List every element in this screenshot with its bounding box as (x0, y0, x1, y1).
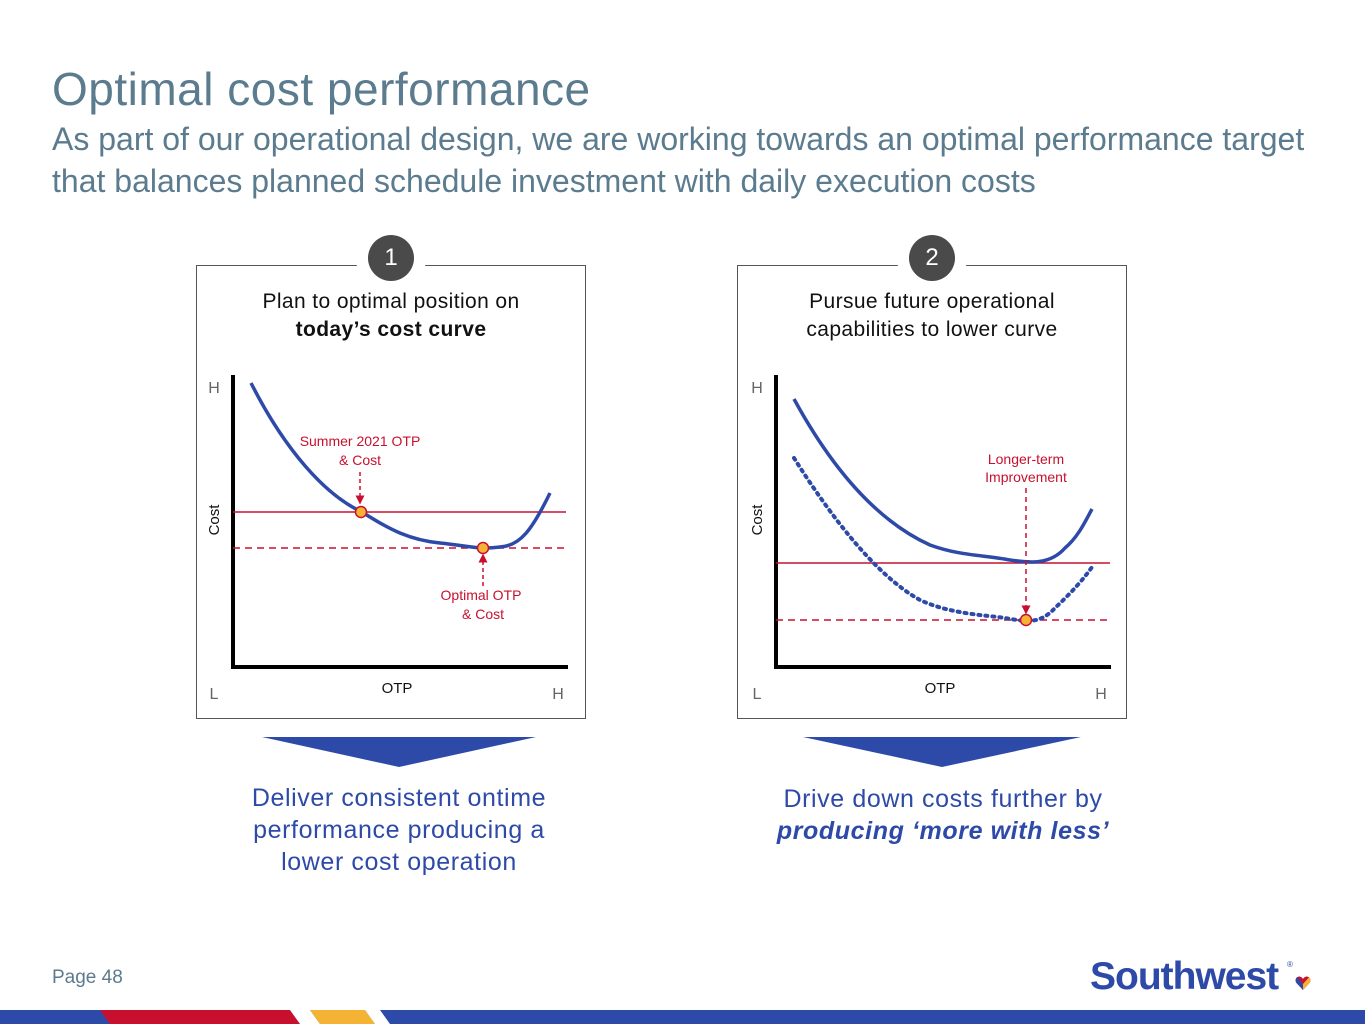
panel-2: Pursue future operational capabilities t… (737, 265, 1127, 719)
panel-2-caption: Drive down costs further by producing ‘m… (741, 783, 1145, 847)
panel-2-title: Pursue future operational capabilities t… (738, 288, 1126, 344)
panel-1-title-line1: Plan to optimal position on (262, 290, 520, 313)
panel-1-down-arrow (262, 737, 536, 767)
heart-logo-icon (1295, 976, 1311, 990)
panel-1-title: Plan to optimal position on today’s cost… (197, 288, 585, 344)
page-title: Optimal cost performance (52, 63, 591, 115)
panel-2-caption-line2: producing ‘more with less’ (776, 817, 1110, 845)
panel-1: Plan to optimal position on today’s cost… (196, 265, 586, 719)
panel-2-down-arrow (803, 737, 1081, 767)
registered-mark: ® (1287, 960, 1293, 969)
panel-2-caption-line1: Drive down costs further by (783, 785, 1103, 813)
step-2-badge: 2 (909, 235, 955, 281)
panel-1-title-line2: today’s cost curve (295, 318, 487, 341)
southwest-logo: Southwest (1090, 955, 1279, 998)
page-number: Page 48 (52, 967, 123, 988)
brand-stripe-bar (0, 1010, 1365, 1024)
step-1-badge: 1 (368, 235, 414, 281)
page-subtitle: As part of our operational design, we ar… (52, 121, 1305, 199)
panel-1-caption: Deliver consistent ontime performance pr… (251, 784, 547, 876)
panel-2-title-line2: capabilities to lower curve (806, 318, 1058, 341)
panel-2-title-line1: Pursue future operational (809, 290, 1055, 313)
